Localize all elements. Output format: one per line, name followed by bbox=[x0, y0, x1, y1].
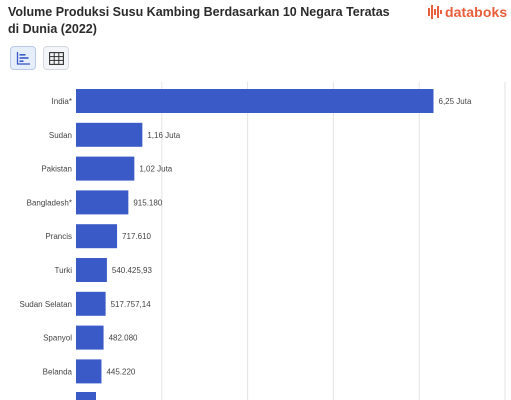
value-label: 915.180 bbox=[133, 198, 162, 207]
chart-view-button[interactable] bbox=[10, 46, 36, 70]
value-label: 540.425,93 bbox=[112, 266, 153, 275]
category-label: Spanyol bbox=[43, 334, 72, 343]
value-label: 717.610 bbox=[122, 232, 151, 241]
brand-logo: databoks bbox=[428, 3, 507, 21]
value-label: 6,25 Juta bbox=[439, 97, 472, 106]
category-label: Belanda bbox=[43, 367, 73, 376]
bar bbox=[76, 122, 143, 147]
bar bbox=[76, 359, 102, 384]
bar-partial bbox=[76, 392, 96, 400]
table-view-button[interactable] bbox=[43, 46, 69, 70]
value-label: 1,16 Juta bbox=[147, 131, 180, 140]
value-label: 1,02 Juta bbox=[139, 165, 172, 174]
brand-name: databoks bbox=[445, 4, 508, 20]
bar bbox=[76, 291, 106, 316]
bar bbox=[76, 89, 434, 113]
category-label: Bangladesh* bbox=[27, 198, 72, 207]
bar-chart-icon bbox=[16, 51, 30, 65]
category-label: Prancis bbox=[45, 232, 72, 241]
databoks-logo-icon bbox=[428, 5, 442, 19]
category-label: Sudan Selatan bbox=[20, 300, 73, 309]
bar bbox=[76, 156, 135, 181]
value-label: 517.757,14 bbox=[111, 300, 152, 309]
bar bbox=[76, 325, 104, 350]
category-label: Pakistan bbox=[41, 165, 72, 174]
value-label: 482.080 bbox=[109, 334, 138, 343]
table-grid-icon bbox=[48, 51, 64, 65]
category-label: Sudan bbox=[49, 131, 72, 140]
value-label: 445.220 bbox=[106, 367, 135, 376]
category-label: India* bbox=[52, 97, 72, 106]
category-label: Turki bbox=[55, 266, 73, 275]
bar bbox=[76, 258, 107, 282]
bar bbox=[76, 190, 129, 215]
chart-title: Volume Produksi Susu Kambing Berdasarkan… bbox=[8, 5, 390, 36]
bar bbox=[76, 224, 118, 249]
